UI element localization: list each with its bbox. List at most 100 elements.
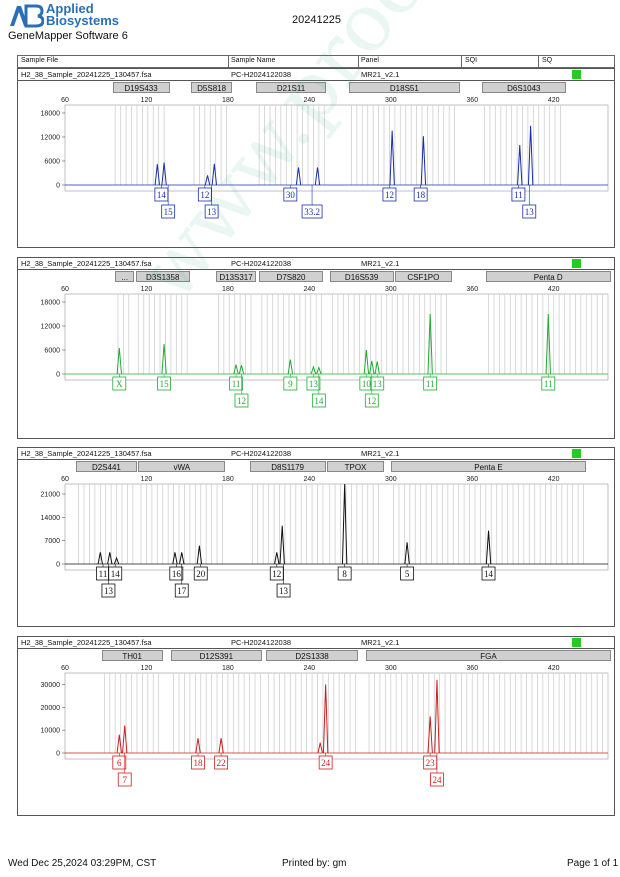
x-tick-label: 360 bbox=[466, 97, 478, 104]
allele-label: 12 bbox=[237, 396, 246, 406]
peak bbox=[154, 164, 161, 186]
x-tick-label: 180 bbox=[222, 665, 234, 672]
allele-label: 33.2 bbox=[304, 207, 320, 217]
electropherogram-panel-black: H2_38_Sample_20241225_130457.fsa PC-H202… bbox=[17, 447, 615, 627]
peak bbox=[116, 734, 122, 754]
peak bbox=[287, 359, 294, 375]
y-tick-label: 0 bbox=[56, 751, 60, 758]
sample-file: H2_38_Sample_20241225_130457.fsa bbox=[21, 638, 152, 647]
peak bbox=[116, 347, 122, 375]
panel-header: H2_38_Sample_20241225_130457.fsa PC-H202… bbox=[18, 448, 614, 460]
allele-label: 17 bbox=[177, 586, 187, 596]
x-tick-label: 360 bbox=[466, 476, 478, 483]
allele-box bbox=[511, 187, 526, 202]
x-tick-label: 120 bbox=[141, 286, 153, 293]
allele-label: 14 bbox=[111, 569, 121, 579]
allele-label: X bbox=[116, 379, 123, 389]
y-tick-label: 0 bbox=[56, 183, 60, 190]
allele-box bbox=[430, 772, 444, 787]
brand-line-1: Applied bbox=[46, 1, 94, 16]
x-tick-label: 300 bbox=[385, 286, 397, 293]
allele-box bbox=[276, 583, 291, 598]
allele-label: 13 bbox=[279, 586, 289, 596]
peak bbox=[172, 552, 178, 565]
x-tick-label: 60 bbox=[61, 97, 69, 104]
locus-label: CSF1PO bbox=[394, 271, 452, 282]
x-tick-label: 60 bbox=[61, 665, 69, 672]
x-tick-label: 300 bbox=[385, 97, 397, 104]
sample-name: PC-H2024122038 bbox=[231, 70, 292, 79]
peak bbox=[310, 365, 317, 375]
locus-label: vWA bbox=[138, 461, 226, 472]
electropherogram-panel-red: H2_38_Sample_20241225_130457.fsa PC-H202… bbox=[17, 636, 615, 816]
allele-label: 13 bbox=[104, 586, 114, 596]
peak bbox=[274, 552, 280, 565]
y-tick-label: 20000 bbox=[41, 705, 61, 712]
allele-box bbox=[382, 187, 397, 202]
allele-box bbox=[174, 583, 189, 598]
peak bbox=[316, 366, 322, 375]
allele-box bbox=[193, 566, 208, 581]
sample-name: PC-H2024122038 bbox=[231, 449, 292, 458]
locus-label: D8S1179 bbox=[249, 461, 326, 472]
page-number: Page 1 of 1 bbox=[567, 858, 619, 869]
peak bbox=[238, 365, 245, 375]
allele-box bbox=[541, 376, 556, 391]
allele-label: 5 bbox=[405, 569, 410, 579]
allele-box bbox=[423, 376, 438, 391]
peak bbox=[374, 361, 380, 375]
peak bbox=[314, 167, 321, 186]
print-date: Wed Dec 25,2024 03:29PM, CST bbox=[8, 858, 157, 869]
y-tick-label: 30000 bbox=[41, 682, 61, 689]
allele-label: 12 bbox=[200, 190, 209, 200]
col-sqi: SQI bbox=[465, 57, 478, 64]
x-tick-label: 240 bbox=[304, 97, 316, 104]
allele-label: 13 bbox=[525, 207, 535, 217]
y-tick-label: 21000 bbox=[41, 492, 61, 499]
allele-box bbox=[191, 755, 205, 770]
panel-header: H2_38_Sample_20241225_130457.fsa PC-H202… bbox=[18, 258, 614, 270]
y-tick-label: 0 bbox=[56, 372, 60, 379]
allele-label: 9 bbox=[288, 379, 293, 389]
locus-bar: TH01 D12S391 D2S1338 FGA bbox=[18, 650, 614, 662]
y-tick-label: 14000 bbox=[41, 515, 61, 522]
allele-label: 11 bbox=[544, 379, 553, 389]
x-tick-label: 420 bbox=[548, 97, 560, 104]
brand-line-2: Biosystems bbox=[46, 13, 119, 28]
locus-label: D2S1338 bbox=[265, 650, 359, 661]
peak bbox=[233, 364, 239, 375]
allele-label: 24 bbox=[432, 775, 442, 785]
peak bbox=[295, 167, 302, 186]
plot-frame bbox=[64, 104, 609, 192]
column-header: Sample File Sample Name Panel SQI SQ bbox=[17, 55, 615, 68]
allele-box bbox=[157, 376, 171, 391]
sample-name: PC-H2024122038 bbox=[231, 638, 292, 647]
allele-label: 10 bbox=[362, 379, 372, 389]
allele-label: 11 bbox=[514, 190, 523, 200]
quality-flag-icon bbox=[572, 638, 581, 647]
sample-file: H2_38_Sample_20241225_130457.fsa bbox=[21, 259, 152, 268]
locus-label: D6S1043 bbox=[481, 82, 566, 93]
allele-box bbox=[117, 772, 132, 787]
allele-box bbox=[311, 393, 326, 408]
x-tick-label: 240 bbox=[304, 476, 316, 483]
quality-flag-icon bbox=[572, 259, 581, 268]
allele-label: 14 bbox=[314, 396, 324, 406]
peak bbox=[211, 163, 218, 186]
x-tick-label: 360 bbox=[466, 286, 478, 293]
allele-label: 11 bbox=[426, 379, 435, 389]
allele-box bbox=[301, 204, 323, 219]
peak bbox=[179, 552, 185, 565]
peak bbox=[485, 530, 492, 565]
peak bbox=[427, 313, 433, 375]
peak bbox=[113, 556, 120, 565]
allele-label: 12 bbox=[385, 190, 394, 200]
allele-box bbox=[112, 376, 127, 391]
x-tick-label: 420 bbox=[548, 476, 560, 483]
dye-plot: 60 120 180 240 300 360 420 0 10000 20000 30000 67 18… bbox=[41, 665, 609, 787]
allele-box bbox=[234, 393, 249, 408]
peak bbox=[389, 130, 395, 186]
peak bbox=[322, 684, 329, 754]
peak bbox=[341, 483, 348, 565]
